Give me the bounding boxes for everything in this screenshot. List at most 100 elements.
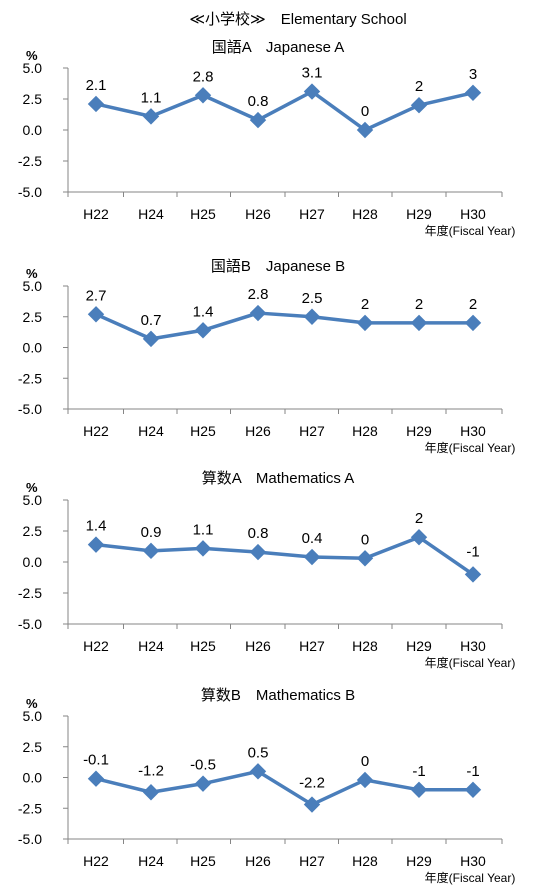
- data-label: -2.2: [299, 775, 325, 792]
- main-title: ≪小学校≫ Elementary School: [189, 11, 406, 28]
- data-label: -1: [466, 763, 479, 780]
- x-axis-title: 年度(Fiscal Year): [425, 870, 516, 885]
- data-point-marker: [303, 548, 321, 566]
- series-line: [95, 89, 474, 132]
- data-label: 2.8: [248, 286, 269, 303]
- data-label: 0: [361, 531, 369, 548]
- x-tick-label: H26: [245, 423, 271, 439]
- y-tick-label: 0.0: [23, 770, 43, 786]
- y-tick-label: 0.0: [23, 554, 43, 570]
- data-point-marker: [249, 304, 267, 322]
- data-label: -0.1: [83, 752, 109, 769]
- data-label: 0: [361, 753, 369, 770]
- data-label: 2.1: [86, 77, 107, 94]
- data-point-marker: [464, 566, 482, 583]
- x-tick-label: H29: [406, 638, 432, 654]
- data-label: 0: [361, 103, 369, 120]
- data-point-marker: [464, 84, 482, 102]
- x-tick-label: H27: [299, 638, 325, 654]
- data-point-marker: [356, 771, 374, 789]
- chart-title: 国語B Japanese B: [211, 258, 345, 275]
- y-unit-label: %: [26, 48, 38, 63]
- y-tick-label: 5.0: [23, 492, 43, 508]
- data-point-marker: [356, 314, 374, 332]
- data-point-marker: [410, 528, 428, 546]
- data-label: 1.1: [193, 521, 214, 538]
- data-point-marker: [464, 314, 482, 332]
- x-tick-label: H29: [406, 853, 432, 869]
- data-point-marker: [194, 322, 212, 339]
- y-unit-label: %: [26, 266, 38, 281]
- data-label: 0.5: [248, 744, 269, 761]
- data-label: 2: [415, 510, 423, 527]
- data-label: 2.5: [302, 290, 323, 307]
- data-label: 1.4: [193, 303, 214, 320]
- data-label: 0.8: [248, 93, 269, 110]
- x-axis-title: 年度(Fiscal Year): [425, 440, 516, 455]
- data-label: 1.1: [141, 89, 162, 106]
- data-point-marker: [194, 775, 212, 792]
- y-tick-label: -2.5: [18, 800, 42, 816]
- y-tick-label: -5.0: [18, 401, 42, 417]
- data-label: -1: [466, 543, 479, 560]
- data-point-marker: [142, 108, 160, 125]
- x-tick-label: H27: [299, 853, 325, 869]
- data-point-marker: [142, 542, 160, 560]
- data-label: 1.4: [86, 518, 107, 535]
- data-point-marker: [356, 550, 374, 567]
- x-tick-label: H26: [245, 206, 271, 222]
- data-label: 3.1: [302, 65, 323, 82]
- y-tick-label: 0.0: [23, 340, 43, 356]
- data-label: 0.9: [141, 524, 162, 541]
- data-label: 2.7: [86, 287, 107, 304]
- y-unit-label: %: [26, 696, 38, 711]
- data-label: 2: [469, 296, 477, 313]
- x-tick-label: H24: [138, 423, 164, 439]
- x-tick-label: H29: [406, 423, 432, 439]
- x-tick-label: H22: [83, 423, 109, 439]
- chart-title: 国語A Japanese A: [212, 39, 345, 56]
- x-tick-label: H25: [190, 853, 216, 869]
- data-point-marker: [303, 796, 321, 813]
- y-tick-label: -5.0: [18, 616, 42, 632]
- y-tick-label: -5.0: [18, 184, 42, 200]
- data-label: 2.8: [193, 68, 214, 85]
- chart-title: 算数A Mathematics A: [202, 469, 355, 487]
- data-point-marker: [356, 121, 374, 139]
- x-tick-label: H26: [245, 638, 271, 654]
- x-tick-label: H30: [460, 206, 486, 222]
- series-line: [95, 769, 473, 807]
- data-point-marker: [87, 770, 105, 787]
- x-tick-label: H28: [352, 206, 378, 222]
- data-label: 3: [469, 66, 477, 83]
- data-point-marker: [464, 781, 482, 799]
- data-point-marker: [194, 87, 212, 104]
- x-tick-label: H22: [83, 206, 109, 222]
- data-label: 0.7: [141, 312, 162, 329]
- x-tick-label: H27: [299, 423, 325, 439]
- x-tick-label: H22: [83, 853, 109, 869]
- x-tick-label: H29: [406, 206, 432, 222]
- x-tick-label: H25: [190, 638, 216, 654]
- data-point-marker: [87, 306, 105, 323]
- x-tick-label: H27: [299, 206, 325, 222]
- data-point-marker: [194, 540, 212, 557]
- data-label: 0.8: [248, 525, 269, 542]
- data-label: 0.4: [302, 530, 323, 547]
- x-tick-label: H25: [190, 206, 216, 222]
- data-label: 2: [415, 296, 423, 313]
- y-tick-label: 5.0: [23, 708, 43, 724]
- x-tick-label: H28: [352, 423, 378, 439]
- y-tick-label: 5.0: [23, 278, 43, 294]
- y-tick-label: -2.5: [18, 585, 42, 601]
- data-point-marker: [249, 763, 267, 780]
- chart-title: 算数B Mathematics B: [201, 686, 355, 704]
- y-tick-label: -2.5: [18, 153, 42, 169]
- data-label: -1: [412, 763, 425, 780]
- y-tick-label: -2.5: [18, 370, 42, 386]
- series-line: [95, 535, 474, 576]
- data-point-marker: [87, 536, 105, 553]
- y-tick-label: 2.5: [23, 91, 43, 107]
